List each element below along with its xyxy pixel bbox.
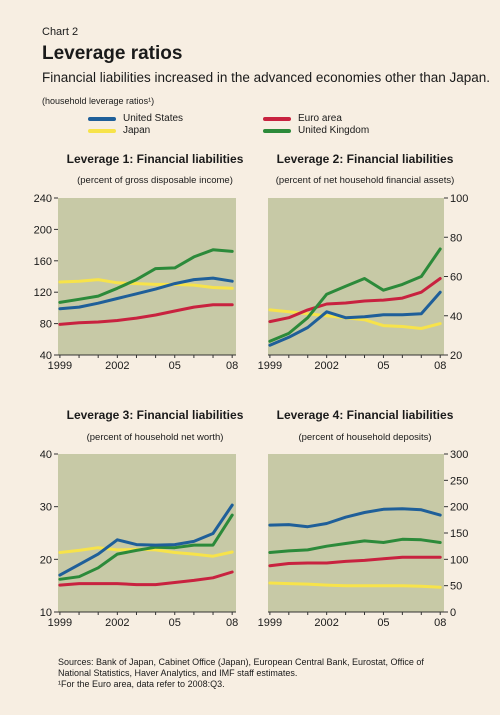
y-tick-label: 200 [450,502,468,514]
sources-text: Sources: Bank of Japan, Cabinet Office (… [58,657,424,678]
x-tick-label: 2002 [314,360,338,372]
series-line-euro-area [268,277,442,324]
plot-area [58,198,236,355]
x-tick-label: 05 [169,360,181,372]
series-line-euro-area [58,303,234,326]
series-line-united-kingdom [58,513,234,581]
x-tick-label: 2002 [105,617,129,629]
sources-note: Sources: Bank of Japan, Cabinet Office (… [58,657,458,690]
x-tick-label: 05 [377,617,389,629]
x-tick-label: 1999 [48,360,72,372]
y-tick-label: 40 [450,311,462,323]
chart-label: Chart 2 [42,26,79,38]
panel-1-title: Leverage 1: Financial liabilities [66,152,244,166]
series-line-united-states [268,507,442,529]
y-tick-label: 150 [450,528,468,540]
y-tick-label: 20 [450,350,462,362]
legend-swatch [263,128,291,133]
series-line-japan [58,278,234,290]
series-line-united-kingdom [58,248,234,304]
x-tick-label: 05 [377,360,389,372]
y-tick-label: 60 [450,272,462,284]
legend-item-united-kingdom: United Kingdom [263,125,369,136]
y-tick-label: 0 [450,607,456,619]
page-subtitle: Financial liabilities increased in the a… [42,70,491,85]
y-tick-label: 20 [40,554,52,566]
series-line-united-states [58,276,234,311]
panel-1-subtitle: (percent of gross disposable income) [77,175,233,186]
series-line-euro-area [268,555,442,568]
series-line-euro-area [58,570,234,587]
series-line-united-states [58,503,234,577]
legend-swatch [88,116,116,121]
legend-item-japan: Japan [88,125,150,136]
series-line-united-kingdom [268,537,442,554]
x-tick-label: 08 [434,617,446,629]
plot-area [268,454,444,612]
y-tick-label: 80 [450,232,462,244]
panel-4-subtitle: (percent of household deposits) [298,432,432,443]
y-tick-label: 100 [450,193,468,205]
panel-4-title: Leverage 4: Financial liabilities [276,408,454,422]
x-tick-label: 08 [226,360,238,372]
x-tick-label: 2002 [314,617,338,629]
legend-swatch [88,128,116,133]
x-tick-label: 08 [434,360,446,372]
x-tick-label: 1999 [258,360,282,372]
x-tick-label: 08 [226,617,238,629]
y-tick-label: 40 [40,449,52,461]
legend-item-euro-area: Euro area [263,113,342,124]
y-tick-label: 250 [450,475,468,487]
legend-label: United Kingdom [298,125,370,136]
legend-label: Euro area [298,113,342,124]
y-tick-label: 240 [34,193,52,205]
x-tick-label: 1999 [258,617,282,629]
panel-2-subtitle: (percent of net household financial asse… [275,175,455,186]
legend-item-united-states: United States [88,113,183,124]
x-tick-label: 2002 [105,360,129,372]
panel-3-title: Leverage 3: Financial liabilities [66,408,244,422]
y-tick-label: 100 [450,554,468,566]
legend-label: Japan [123,125,151,136]
footnote-text: ¹For the Euro area, data refer to 2008:Q… [58,679,225,689]
y-tick-label: 10 [40,607,52,619]
plot-area [58,454,236,612]
x-tick-label: 05 [169,617,181,629]
y-tick-label: 30 [40,502,52,514]
series-line-united-kingdom [268,247,442,343]
y-tick-label: 80 [40,319,52,331]
panel-3-subtitle: (percent of household net worth) [86,432,224,443]
y-tick-label: 160 [34,256,52,268]
page-title: Leverage ratios [42,43,183,64]
series-line-japan [268,581,442,589]
legend-swatch [263,116,291,121]
series-line-united-states [268,290,442,347]
legend-label: United States [123,113,184,124]
y-tick-label: 120 [34,287,52,299]
y-tick-label: 50 [450,581,462,593]
y-tick-label: 300 [450,449,468,461]
y-tick-label: 40 [40,350,52,362]
y-tick-label: 200 [34,224,52,236]
panel-2-title: Leverage 2: Financial liabilities [276,152,454,166]
x-tick-label: 1999 [48,617,72,629]
units-note: (household leverage ratios¹) [42,96,155,106]
